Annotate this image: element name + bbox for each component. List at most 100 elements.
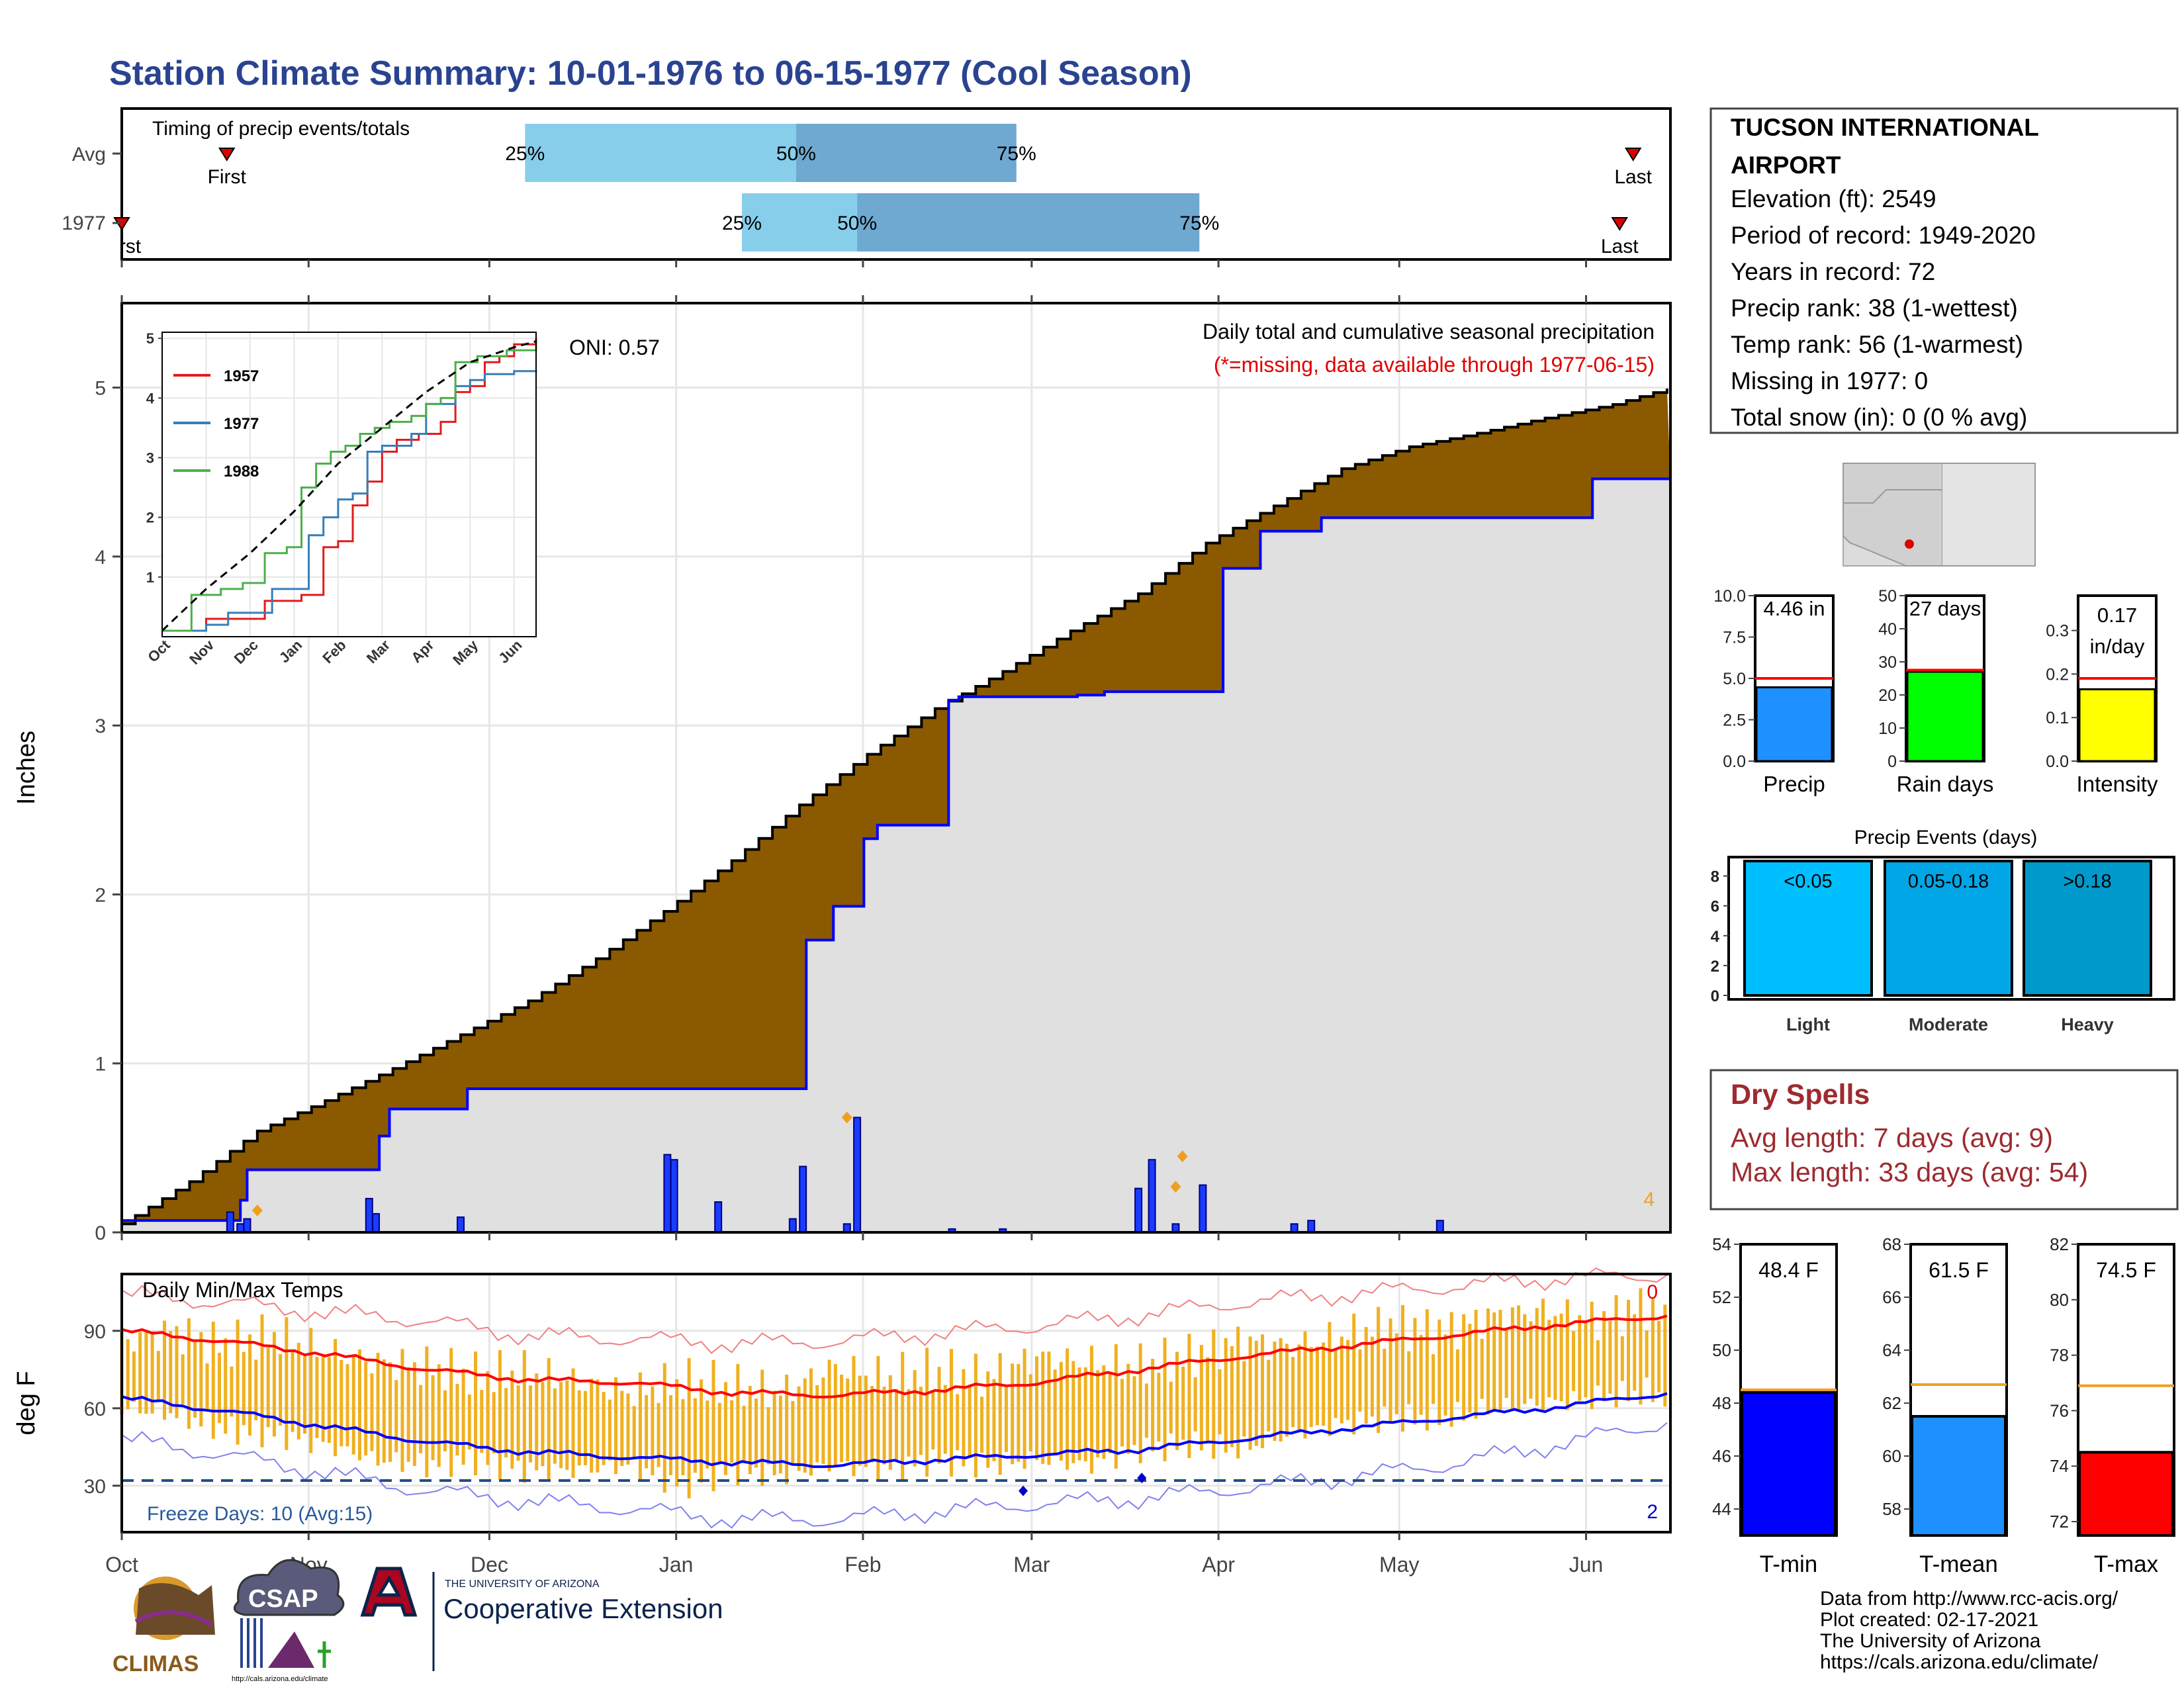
daily-temp-range-bar bbox=[1377, 1306, 1381, 1434]
daily-temp-range-bar bbox=[1596, 1340, 1600, 1386]
climas-logo-text: CLIMAS bbox=[113, 1651, 199, 1676]
temp-summary-value-label: 61.5 F bbox=[1929, 1258, 1989, 1282]
csap-url-text: http://cals.arizona.edu/climate bbox=[232, 1675, 328, 1683]
daily-temp-range-bar bbox=[797, 1386, 801, 1471]
daily-temp-range-bar bbox=[1383, 1348, 1387, 1407]
precip-corner-count: 4 bbox=[1643, 1189, 1655, 1211]
daily-temp-range-bar bbox=[693, 1398, 697, 1473]
daily-temp-range-bar bbox=[138, 1332, 142, 1414]
first-marker-label: First bbox=[208, 166, 247, 188]
daily-temp-range-bar bbox=[956, 1394, 960, 1451]
daily-temp-range-bar bbox=[608, 1399, 612, 1461]
temp-summary-ytick-label: 52 bbox=[1712, 1287, 1731, 1307]
daily-precip-bar bbox=[1199, 1184, 1207, 1234]
precip-header: Daily total and cumulative seasonal prec… bbox=[1203, 320, 1655, 343]
station-elevation: Elevation (ft): 2549 bbox=[1731, 185, 1936, 212]
daily-temp-range-bar bbox=[1432, 1354, 1435, 1404]
daily-temp-range-bar bbox=[809, 1368, 813, 1476]
month-tick-label: May bbox=[1379, 1553, 1419, 1577]
daily-temp-range-bar bbox=[455, 1383, 459, 1456]
temp-summary-ytick-label: 44 bbox=[1712, 1499, 1731, 1519]
summary-bar-label: Precip bbox=[1763, 772, 1825, 796]
daily-temp-range-bar bbox=[291, 1351, 295, 1432]
events-bar-range-label: <0.05 bbox=[1784, 871, 1832, 892]
summary-bar-ytick-label: 0.0 bbox=[2046, 753, 2069, 771]
daily-temp-range-bar bbox=[1096, 1370, 1100, 1458]
daily-temp-range-bar bbox=[1346, 1340, 1350, 1420]
daily-temp-range-bar bbox=[571, 1368, 575, 1479]
temp-summary-value-label: 48.4 F bbox=[1758, 1258, 1819, 1282]
daily-temp-range-bar bbox=[504, 1388, 508, 1458]
daily-temp-range-bar bbox=[1657, 1320, 1661, 1393]
summary-bar-value bbox=[2078, 688, 2156, 762]
temp-summary-value-label: 74.5 F bbox=[2096, 1258, 2156, 1282]
summary-bar-ytick-label: 5.0 bbox=[1723, 670, 1746, 688]
precip-ytick-label: 4 bbox=[95, 547, 106, 569]
precip-ytick-label: 0 bbox=[95, 1222, 106, 1244]
oni-value: ONI: 0.57 bbox=[569, 336, 660, 359]
daily-temp-range-bar bbox=[425, 1346, 429, 1478]
inset-ytick-label: 1 bbox=[146, 569, 154, 586]
daily-temp-range-bar bbox=[907, 1389, 911, 1457]
summary-bar-value bbox=[1906, 670, 1984, 762]
csap-cactus-icon bbox=[318, 1641, 331, 1668]
events-ytick-label: 4 bbox=[1711, 928, 1720, 946]
temp-summary-ytick-label: 68 bbox=[1882, 1234, 1901, 1254]
first-marker-icon bbox=[218, 148, 236, 161]
daily-temp-range-bar bbox=[302, 1356, 306, 1434]
daily-temp-range-bar bbox=[1492, 1312, 1496, 1410]
daily-temp-range-bar bbox=[522, 1350, 526, 1483]
daily-temp-range-bar bbox=[962, 1369, 966, 1467]
daily-temp-range-bar bbox=[334, 1339, 338, 1457]
daily-temp-range-bar bbox=[1181, 1366, 1185, 1440]
daily-temp-range-bar bbox=[602, 1392, 606, 1465]
inset-legend-label: 1957 bbox=[224, 367, 259, 385]
daily-temp-range-bar bbox=[1517, 1305, 1521, 1410]
month-tick-label: Mar bbox=[1013, 1553, 1050, 1577]
daily-temp-range-bar bbox=[169, 1331, 173, 1414]
events-bar-range-label: >0.18 bbox=[2063, 871, 2111, 892]
daily-temp-range-bar bbox=[1224, 1338, 1228, 1453]
daily-temp-range-bar bbox=[1633, 1314, 1637, 1391]
summary-bar-ytick-label: 50 bbox=[1878, 587, 1897, 606]
events-title: Precip Events (days) bbox=[1854, 827, 2038, 848]
daily-temp-range-bar bbox=[705, 1400, 709, 1469]
inset-frame bbox=[161, 332, 537, 637]
avg-min-line bbox=[121, 1392, 1668, 1469]
daily-precip-marker bbox=[1177, 1150, 1188, 1163]
daily-temp-range-bar bbox=[382, 1359, 386, 1463]
daily-temp-range-bar bbox=[827, 1359, 831, 1472]
daily-temp-range-bar bbox=[1157, 1373, 1161, 1442]
daily-temp-range-bar bbox=[431, 1375, 435, 1461]
events-bar-name: Light bbox=[1786, 1015, 1830, 1034]
daily-temp-range-bar bbox=[645, 1394, 649, 1469]
timing-bar-25-50 bbox=[742, 193, 858, 251]
observed-cumulative-line bbox=[122, 477, 1670, 1222]
daily-temp-range-bar bbox=[1498, 1310, 1502, 1411]
daily-temp-range-bar bbox=[199, 1332, 203, 1427]
daily-temp-range-bar bbox=[535, 1373, 539, 1471]
inset-ytick-label: 5 bbox=[146, 330, 154, 347]
missing-note: (*=missing, data available through 1977-… bbox=[1214, 353, 1655, 377]
daily-temp-range-bar bbox=[1364, 1327, 1368, 1424]
daily-temp-range-bar bbox=[937, 1367, 941, 1464]
timing-label-25: 25% bbox=[505, 143, 545, 165]
daily-temp-range-bar bbox=[620, 1391, 624, 1467]
summary-bar-ytick-label: 30 bbox=[1878, 653, 1897, 672]
daily-temp-range-bar bbox=[547, 1357, 551, 1481]
daily-temp-range-bar bbox=[1285, 1344, 1289, 1437]
daily-temp-range-bar bbox=[626, 1393, 630, 1465]
daily-temp-range-bar bbox=[785, 1375, 789, 1485]
temp-summary-label: T-min bbox=[1760, 1551, 1818, 1577]
summary-bar-ytick-label: 0.1 bbox=[2046, 709, 2069, 727]
temp-summary-ytick-label: 72 bbox=[2050, 1512, 2069, 1531]
inset-series-line-1977 bbox=[162, 370, 537, 632]
daily-temp-range-bar bbox=[1187, 1334, 1191, 1459]
daily-temp-range-bar bbox=[748, 1386, 752, 1475]
daily-temp-range-bar bbox=[723, 1382, 727, 1475]
temp-summary-ytick-label: 54 bbox=[1712, 1234, 1731, 1254]
daily-temp-range-bar bbox=[986, 1371, 990, 1468]
daily-temp-range-bar bbox=[357, 1349, 361, 1461]
daily-temp-range-bar bbox=[351, 1355, 355, 1455]
